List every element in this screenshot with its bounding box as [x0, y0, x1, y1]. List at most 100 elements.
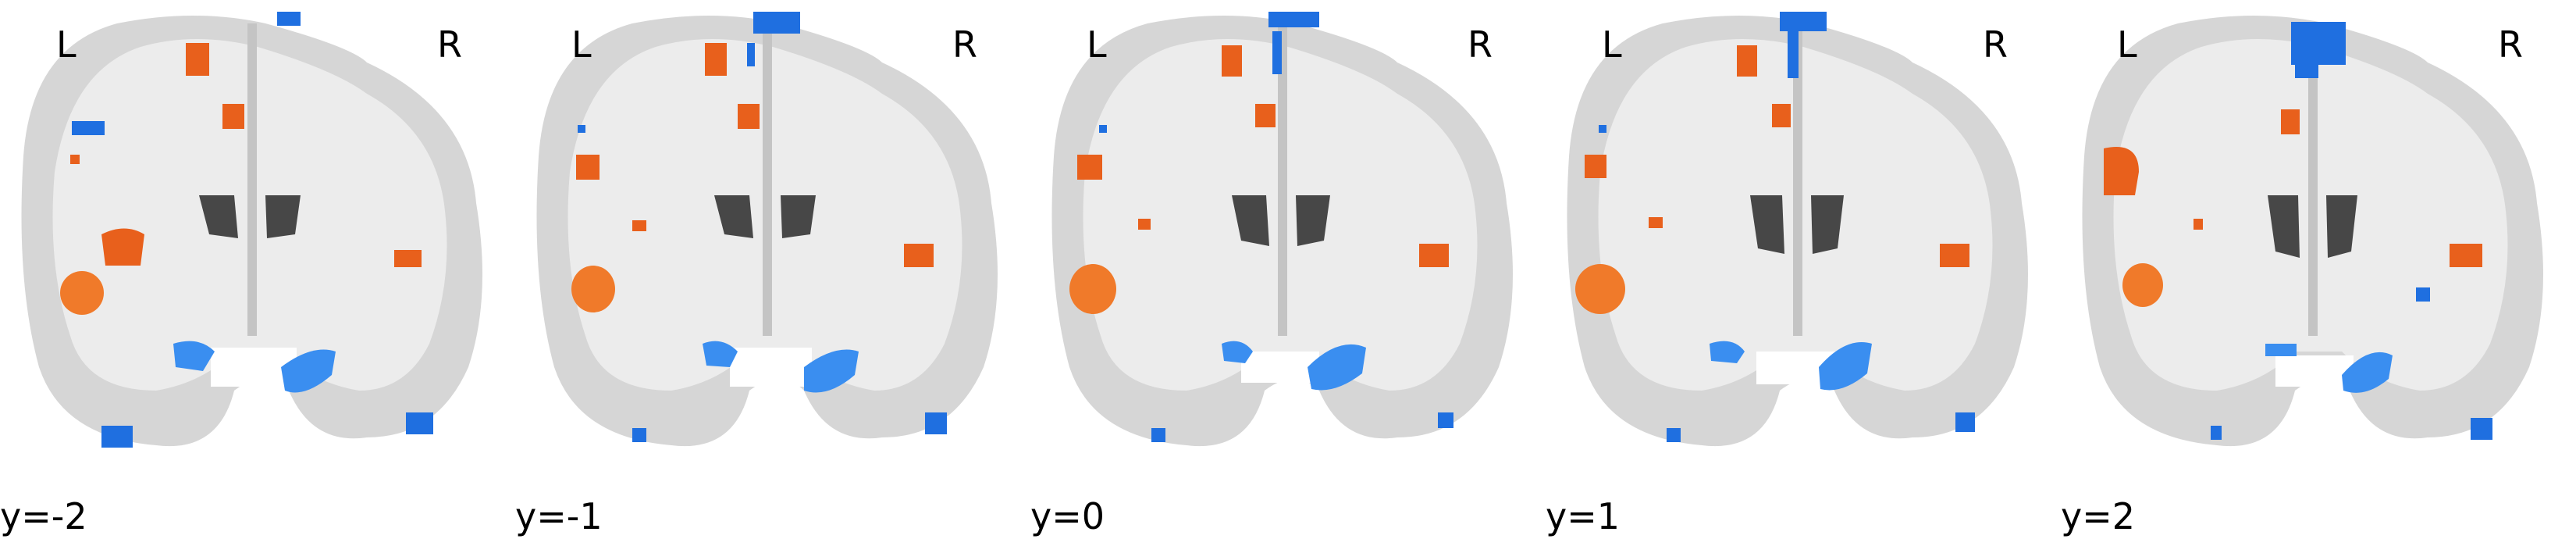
left-hemisphere-label: L [1087, 23, 1107, 66]
negative-activation-cluster [747, 43, 755, 66]
negative-activation-cluster [2471, 418, 2492, 440]
negative-activation-cluster [578, 125, 585, 133]
ventricle-right [265, 195, 301, 238]
activation-clusters [571, 12, 947, 442]
coronal-brain-slice [2082, 16, 2543, 447]
negative-activation-cluster [277, 12, 301, 26]
positive-activation-cluster [2104, 147, 2139, 195]
negative-activation-cluster [1667, 428, 1681, 442]
negative-activation-cluster [1099, 125, 1107, 133]
negative-activation-cluster [1955, 412, 1975, 432]
positive-activation-cluster [632, 220, 646, 231]
brain-slice-panel-4: L R y=1 [1546, 0, 2061, 539]
negative-activation-cluster [406, 412, 433, 434]
positive-activation-cluster [1222, 45, 1242, 77]
positive-activation-cluster [571, 266, 615, 312]
ventricle-left [199, 195, 238, 238]
positive-activation-cluster [394, 250, 422, 267]
positive-activation-cluster [1069, 264, 1116, 314]
positive-activation-cluster [101, 228, 144, 266]
negative-activation-cluster [804, 349, 859, 393]
slice-coordinate-label: y=0 [1030, 495, 1105, 537]
positive-activation-cluster [1575, 264, 1625, 314]
positive-activation-cluster [2122, 263, 2163, 307]
negative-activation-cluster [2295, 62, 2318, 78]
brain-slice-panel-3: L R y=0 [1030, 0, 1546, 539]
negative-activation-cluster [1268, 12, 1319, 27]
coronal-brain-slice [21, 12, 482, 448]
negative-activation-cluster [1438, 412, 1453, 428]
slice-coordinate-label: y=-1 [515, 495, 603, 537]
positive-activation-cluster [1649, 217, 1663, 228]
brain-outline [1051, 16, 1513, 447]
negative-activation-cluster [1780, 12, 1827, 31]
right-hemisphere-label: R [1983, 23, 2008, 66]
left-hemisphere-label: L [56, 23, 76, 66]
slice-coordinate-label: y=1 [1546, 495, 1621, 537]
activation-clusters [1575, 12, 1975, 442]
negative-activation-cluster [2416, 287, 2430, 302]
positive-activation-cluster [1585, 155, 1606, 178]
positive-activation-cluster [1940, 244, 1969, 267]
ventricle-right [1296, 195, 1330, 246]
negative-activation-cluster [281, 349, 336, 393]
negative-activation-cluster [1710, 341, 1745, 363]
brain-outline [1567, 16, 2028, 447]
positive-activation-cluster [1138, 219, 1151, 230]
positive-activation-cluster [1737, 45, 1757, 77]
negative-activation-cluster [72, 121, 105, 135]
ventricle-left [714, 195, 753, 238]
ventricle-left [2268, 195, 2300, 258]
brain-outline [2082, 16, 2543, 447]
positive-activation-cluster [738, 104, 760, 129]
coronal-brain-slice [536, 12, 998, 447]
positive-activation-cluster [1772, 104, 1791, 127]
negative-activation-cluster [1308, 344, 1366, 391]
coronal-brain-slice [1567, 12, 2028, 447]
positive-activation-cluster [904, 244, 934, 267]
left-hemisphere-label: L [2117, 23, 2137, 66]
right-hemisphere-label: R [1468, 23, 1493, 66]
negative-activation-cluster [632, 428, 646, 442]
positive-activation-cluster [2194, 219, 2203, 230]
brain-slice-panel-5: L R y=2 [2061, 0, 2576, 539]
left-hemisphere-label: L [571, 23, 592, 66]
activation-clusters [1069, 12, 1453, 442]
positive-activation-cluster [60, 271, 104, 315]
positive-activation-cluster [1077, 155, 1102, 180]
ventricle-right [1811, 195, 1844, 254]
positive-activation-cluster [705, 43, 727, 76]
positive-activation-cluster [2281, 109, 2300, 134]
ventricle-left [1232, 195, 1269, 246]
left-hemisphere-label: L [1602, 23, 1622, 66]
brain-outline [21, 16, 482, 447]
slice-coordinate-label: y=2 [2061, 495, 2136, 537]
negative-activation-cluster [1222, 341, 1253, 363]
negative-activation-cluster [2211, 426, 2222, 440]
right-hemisphere-label: R [2498, 23, 2523, 66]
positive-activation-cluster [186, 43, 209, 76]
coronal-brain-slice [1051, 12, 1513, 447]
positive-activation-cluster [2450, 244, 2482, 267]
right-hemisphere-label: R [952, 23, 977, 66]
brain-outline [536, 16, 998, 447]
positive-activation-cluster [1419, 244, 1449, 267]
brain-slice-panel-1: L R y=-2 [0, 0, 515, 539]
ventricle-left [1750, 195, 1784, 254]
negative-activation-cluster [925, 412, 947, 434]
positive-activation-cluster [70, 155, 80, 164]
negative-activation-cluster [1272, 31, 1282, 74]
negative-activation-cluster [753, 12, 800, 34]
negative-activation-cluster [2265, 344, 2297, 356]
ventricle-right [781, 195, 816, 238]
ventricle-right [2326, 195, 2357, 258]
negative-activation-cluster [1788, 31, 1799, 78]
negative-activation-cluster [1599, 125, 1606, 133]
negative-activation-cluster [1819, 342, 1872, 391]
positive-activation-cluster [222, 104, 244, 129]
negative-activation-cluster [2291, 22, 2346, 65]
negative-activation-cluster [1151, 428, 1165, 442]
positive-activation-cluster [576, 155, 600, 180]
negative-activation-cluster [173, 341, 215, 371]
